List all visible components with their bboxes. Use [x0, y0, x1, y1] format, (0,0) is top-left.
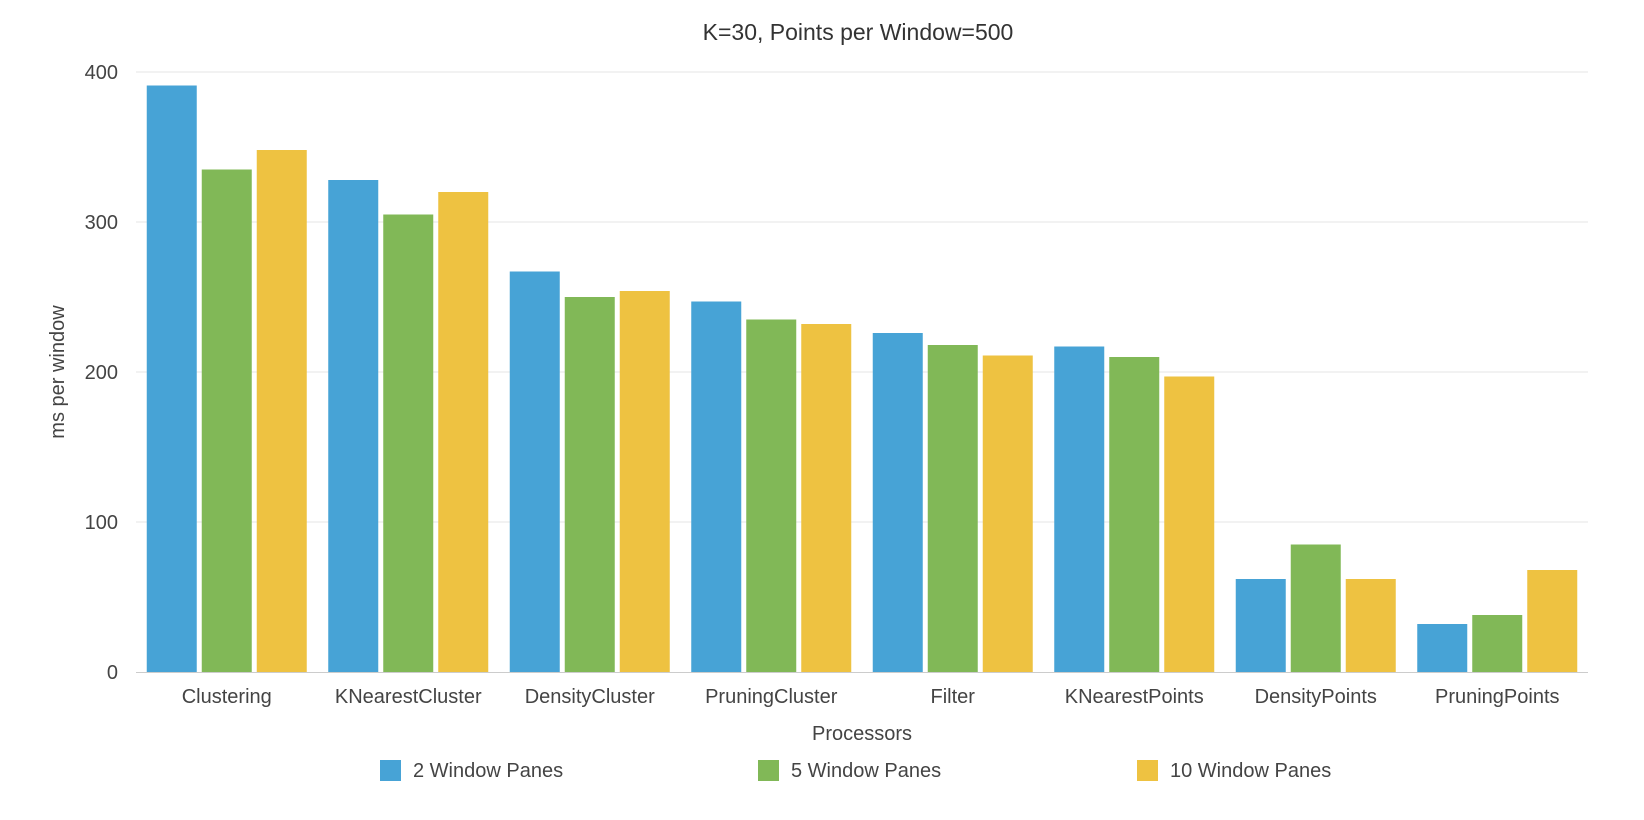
bar-1 [1417, 624, 1468, 672]
legend-item[interactable]: 5 Window Panes [758, 760, 941, 782]
x-tick-label: DensityPoints [1255, 686, 1377, 708]
bar-3 [1164, 376, 1215, 672]
y-tick-label: 0 [107, 662, 118, 684]
legend-swatch [380, 760, 401, 781]
bar-2 [1290, 544, 1341, 672]
bars [146, 85, 1578, 672]
bar-2 [383, 214, 434, 672]
bar-2 [564, 297, 615, 672]
legend-label: 10 Window Panes [1170, 760, 1331, 782]
bar-3 [801, 324, 852, 672]
x-tick-label: DensityCluster [525, 686, 655, 708]
bar-1 [509, 271, 560, 672]
x-tick-label: KNearestPoints [1065, 686, 1204, 708]
y-tick-label: 300 [85, 212, 118, 234]
x-tick-label: KNearestCluster [335, 686, 482, 708]
bar-1 [691, 301, 742, 672]
legend-swatch [1137, 760, 1158, 781]
legend-swatch [758, 760, 779, 781]
x-axis-title: Processors [812, 723, 912, 745]
bar-1 [1054, 346, 1105, 672]
x-axis-ticks: Clustering KNearestCluster DensityCluster P… [182, 686, 1560, 708]
y-tick-label: 400 [85, 62, 118, 84]
legend-item[interactable]: 10 Window Panes [1137, 760, 1331, 782]
y-axis-ticks: 0 100 200 300 400 [85, 62, 118, 684]
bar-1 [1235, 579, 1286, 672]
bar-2 [927, 345, 978, 672]
chart-title: K=30, Points per Window=500 [703, 19, 1014, 45]
bar-3 [982, 355, 1033, 672]
bar-2 [1472, 615, 1523, 672]
bar-1 [146, 85, 197, 672]
bar-3 [1345, 579, 1396, 672]
bar-3 [619, 291, 670, 672]
legend-item[interactable]: 2 Window Panes [380, 760, 563, 782]
bar-1 [872, 333, 923, 672]
legend-label: 5 Window Panes [791, 760, 941, 782]
bar-2 [201, 169, 252, 672]
legend: 2 Window Panes 5 Window Panes 10 Window Pa… [380, 760, 1331, 782]
x-tick-label: PruningPoints [1435, 686, 1560, 708]
y-tick-label: 100 [85, 512, 118, 534]
bar-2 [1109, 357, 1160, 672]
bar-1 [328, 180, 379, 672]
x-tick-label: PruningCluster [705, 686, 838, 708]
x-tick-label: Clustering [182, 686, 272, 708]
bar-3 [1527, 570, 1578, 672]
legend-label: 2 Window Panes [413, 760, 563, 782]
x-tick-label: Filter [931, 686, 976, 708]
bar-2 [746, 319, 797, 672]
y-axis-title: ms per window [47, 305, 69, 439]
bar-3 [438, 192, 489, 672]
bar-3 [256, 150, 307, 672]
y-tick-label: 200 [85, 362, 118, 384]
